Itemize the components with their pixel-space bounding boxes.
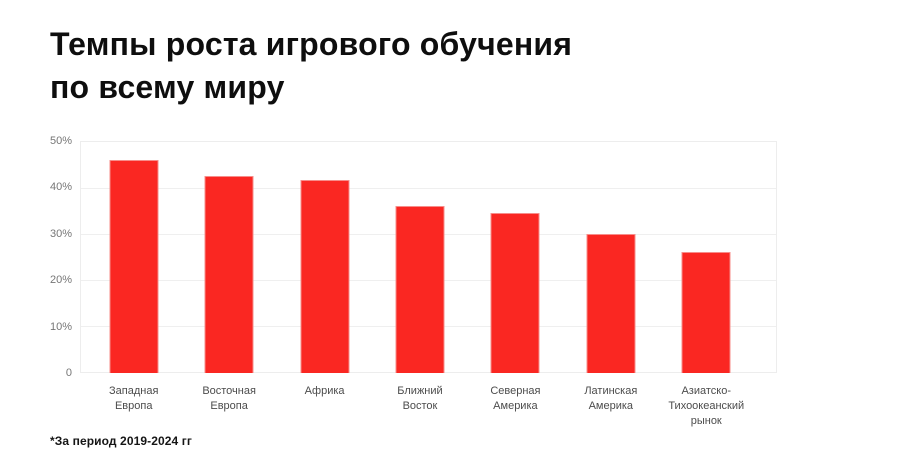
x-axis-category-label: Ближний Восток: [397, 385, 443, 412]
x-axis-category-label: Африка: [304, 385, 345, 397]
y-axis: 50% 40% 30% 20% 10% 0: [28, 135, 72, 379]
bar-Африка: [300, 180, 350, 373]
bar-column: [181, 141, 276, 373]
bar-Северная Америка: [490, 212, 540, 373]
bar-Азиатско-Тихоокеанский рынок: [681, 252, 731, 373]
y-axis-tick-label: 40%: [49, 181, 72, 194]
y-axis-tick-label: 10%: [49, 320, 72, 333]
y-axis-tick-label: 20%: [49, 274, 72, 287]
page-title-line-2: по всему миру: [50, 69, 285, 105]
y-axis-tick-label: 50%: [49, 135, 72, 147]
bar-Латинская Америка: [586, 233, 636, 373]
x-axis-category-label: Восточная Европа: [202, 385, 256, 412]
bar-column: [659, 141, 754, 373]
x-axis-category-label: Западная Европа: [109, 385, 159, 412]
x-axis-category-label: Азиатско- Тихоокеанский рынок: [668, 385, 745, 427]
bar-column: [563, 141, 658, 373]
x-axis-category-label: Северная Америка: [490, 385, 541, 412]
bar-series: [86, 141, 754, 373]
gridline: [81, 188, 776, 189]
bar-column: [372, 141, 467, 373]
footnote: *За период 2019-2024 гг: [50, 434, 192, 448]
y-axis-tick-label: 30%: [49, 227, 72, 240]
bar-column: [468, 141, 563, 373]
bar-column: [277, 141, 372, 373]
page-title-line-1: Темпы роста игрового обучения: [50, 26, 573, 62]
y-axis-tick-label: 0: [65, 367, 72, 379]
bar-Восточная Европа: [204, 175, 254, 373]
bar-Ближний Восток: [395, 205, 445, 373]
page-title: Темпы роста игрового обучения по всему м…: [50, 23, 572, 109]
bar-column: [86, 141, 181, 373]
x-axis-category-label: Латинская Америка: [584, 385, 638, 412]
x-axis-category-labels: Западная Европа Восточная Европа Африка Бли…: [86, 384, 754, 429]
bar-Западная Европа: [109, 159, 159, 373]
